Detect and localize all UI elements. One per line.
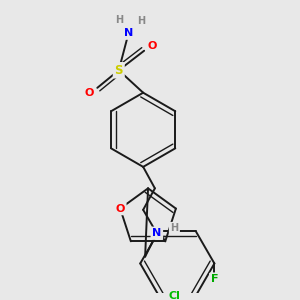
Text: Cl: Cl xyxy=(169,291,180,300)
Text: H: H xyxy=(170,224,178,233)
Text: S: S xyxy=(115,64,123,77)
Text: H: H xyxy=(137,16,145,26)
Text: O: O xyxy=(116,204,125,214)
Text: N: N xyxy=(124,28,133,38)
Text: H: H xyxy=(115,16,123,26)
Text: N: N xyxy=(152,228,161,238)
Text: O: O xyxy=(85,88,94,98)
Text: F: F xyxy=(211,274,218,284)
Text: O: O xyxy=(147,41,157,51)
